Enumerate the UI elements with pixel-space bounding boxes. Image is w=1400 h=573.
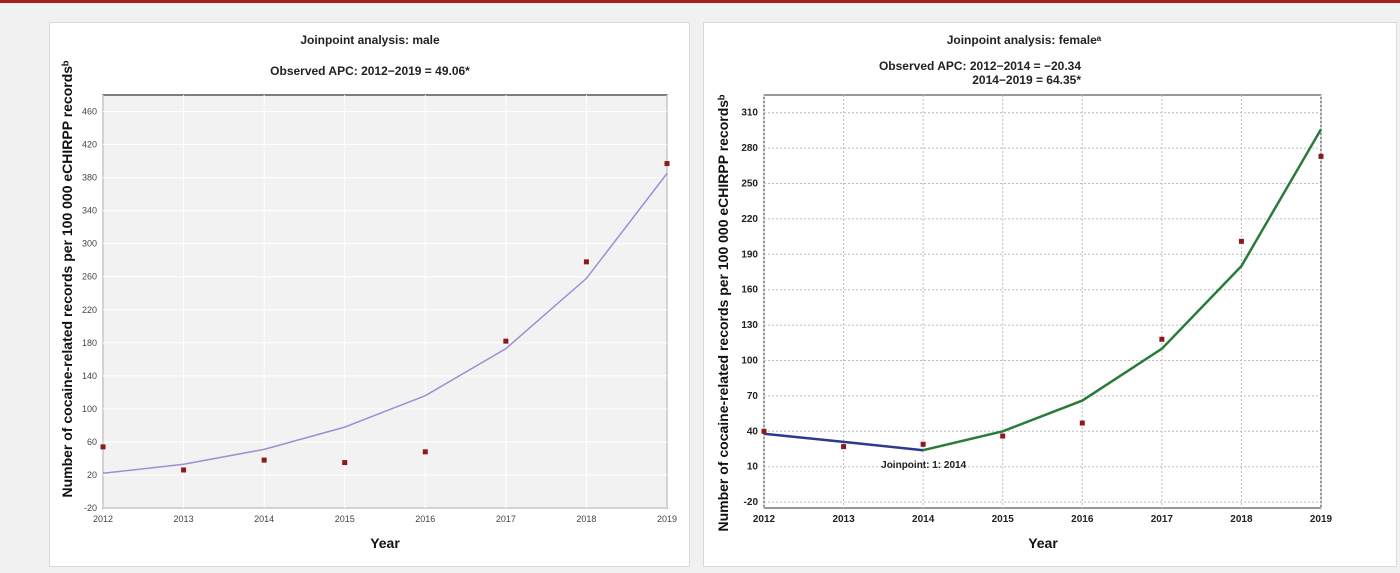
observed-point [1318,153,1324,159]
observed-point [1079,420,1085,426]
plot-area [102,94,668,509]
x-ticks: 2012 2013 2014 2015 2016 2017 2018 2019 [753,514,1333,525]
y-tick-label: 380 [82,173,97,183]
female-chart-panel: Joinpoint analysis: femaleᵃ Observed APC… [703,22,1397,567]
chart-subtitle-line-2: 2014−2019 = 64.35* [972,73,1081,87]
x-tick-label: 2014 [912,514,935,525]
y-tick-label: 70 [747,391,759,402]
y-tick-label: 250 [741,179,758,190]
y-tick-label: 300 [82,239,97,249]
x-tick-label: 2014 [254,514,274,524]
observed-point [503,338,509,344]
y-axis-label: Number of cocaine-related records per 10… [715,94,731,532]
y-tick-label: -20 [744,497,759,508]
x-tick-label: 2013 [174,514,194,524]
x-tick-label: 2018 [1230,514,1253,525]
grid [763,95,1322,508]
x-tick-label: 2012 [753,514,776,525]
observed-point [261,457,267,463]
x-tick-label: 2016 [1071,514,1094,525]
y-tick-label: 420 [82,140,97,150]
x-tick-label: 2012 [93,514,113,524]
female-chart: Joinpoint analysis: femaleᵃ Observed APC… [715,33,1333,551]
y-tick-label: 460 [82,107,97,117]
y-tick-label: 180 [82,338,97,348]
grid [102,95,668,509]
observed-point [1159,336,1165,342]
observed-points [761,153,1324,450]
y-tick-label: 60 [87,437,97,447]
plot-area [763,94,1322,509]
x-ticks: 2012 2013 2014 2015 2016 2017 2018 2019 [93,514,677,524]
x-axis-label: Year [370,535,400,551]
x-tick-label: 2016 [415,514,435,524]
y-tick-label: -20 [84,503,97,513]
male-chart-panel: Joinpoint analysis: male Observed APC: 2… [49,22,690,567]
chart-title: Joinpoint analysis: femaleᵃ [947,33,1102,47]
chart-title: Joinpoint analysis: male [300,33,440,47]
male-chart: Joinpoint analysis: male Observed APC: 2… [59,33,677,551]
y-tick-label: 130 [741,320,758,331]
y-tick-label: 220 [82,305,97,315]
y-tick-label: 160 [741,285,758,296]
y-tick-label: 260 [82,272,97,282]
observed-point [664,161,670,167]
top-rule [0,0,1400,3]
y-ticks: -20 10 40 70 100 130 160 190 220 250 280 310 [741,108,758,508]
observed-point [841,444,847,450]
x-tick-label: 2019 [657,514,677,524]
y-tick-label: 20 [87,470,97,480]
x-tick-label: 2017 [496,514,516,524]
x-tick-label: 2019 [1310,514,1333,525]
observed-point [342,460,348,466]
y-tick-label: 10 [747,462,759,473]
y-axis-label: Number of cocaine-related records per 10… [59,60,75,498]
observed-point [920,441,926,447]
series-lines [763,128,1323,452]
y-tick-label: 310 [741,108,758,119]
observed-point [181,467,187,473]
y-tick-label: 40 [747,426,759,437]
chart-subtitle-line-1: Observed APC: 2012−2014 = −20.34 [879,59,1081,73]
y-tick-label: 220 [741,214,758,225]
observed-point [100,444,106,450]
y-ticks: -20 20 60 100 140 180 220 260 300 340 380 420 460 [82,107,97,513]
observed-points [100,161,670,473]
y-tick-label: 100 [82,404,97,414]
observed-point [1000,433,1006,439]
x-tick-label: 2017 [1151,514,1174,525]
joinpoint-annotation: Joinpoint: 1: 2014 [881,460,966,471]
x-tick-label: 2015 [335,514,355,524]
modeled-segment-1-line [763,432,924,452]
modeled-line [102,173,668,475]
y-tick-label: 140 [82,371,97,381]
x-tick-label: 2018 [576,514,596,524]
x-tick-label: 2015 [992,514,1015,525]
observed-point [583,259,589,265]
y-tick-label: 340 [82,206,97,216]
y-tick-label: 190 [741,249,758,260]
observed-point [1238,238,1244,244]
observed-point [422,449,428,455]
series-lines [102,173,668,475]
modeled-segment-2-line [922,128,1323,452]
x-tick-label: 2013 [832,514,855,525]
y-tick-label: 280 [741,143,758,154]
chart-subtitle: Observed APC: 2012−2019 = 49.06* [270,64,470,78]
x-axis-label: Year [1028,535,1058,551]
observed-point [761,428,767,434]
y-tick-label: 100 [741,356,758,367]
